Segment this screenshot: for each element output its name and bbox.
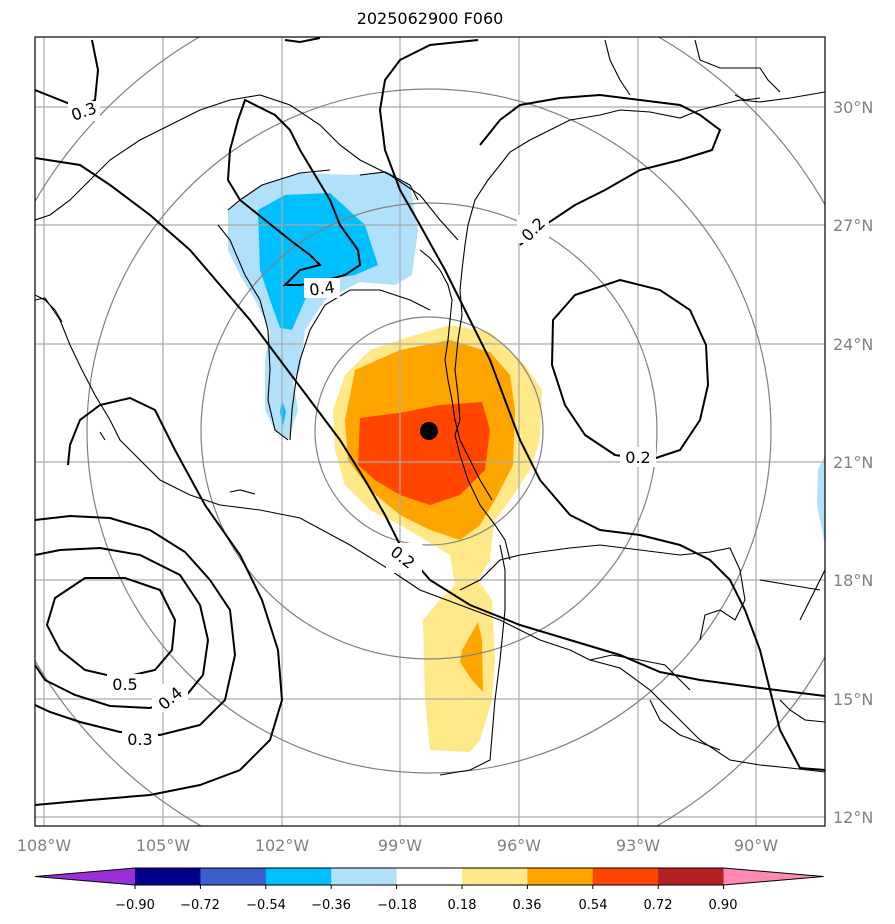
colorbar-bin [265, 868, 332, 885]
lon-tick-label: 105°W [136, 836, 191, 855]
lat-tick-label: 27°N [833, 216, 873, 235]
colorbar-bin [396, 868, 463, 885]
lon-tick-label: 108°W [17, 836, 72, 855]
colorbar-bin [658, 868, 725, 885]
contour-label-backgrounds [68, 101, 656, 749]
storm-center-marker [420, 422, 438, 440]
colorbar-tick-label: 0.90 [709, 898, 738, 913]
contour-0-2-big [35, 157, 825, 697]
map-plot-area: 0.3 0.4 0.2 0.2 0.2 0.5 0.4 0.3 [35, 37, 825, 826]
colorbar-bin [592, 868, 659, 885]
plot-frame [34, 36, 826, 827]
lat-tick-label: 12°N [833, 808, 873, 827]
colorbar-tick-label: 0.36 [513, 898, 542, 913]
contour-0-3-nw2 [284, 37, 321, 44]
lat-tick-label: 18°N [833, 571, 873, 590]
contour-label: 0.3 [127, 730, 152, 749]
longitude-tick-labels: 108°W 105°W 102°W 99°W 96°W 93°W 90°W [17, 836, 778, 855]
shade-positive-small [460, 622, 483, 692]
contour-label: 0.4 [308, 277, 336, 299]
colorbar-tick-label: −0.90 [115, 898, 155, 913]
contour-0-4-north [226, 98, 362, 286]
lon-tick-label: 90°W [734, 836, 778, 855]
colorbar-bin [135, 868, 201, 885]
colorbar-bin [723, 868, 824, 885]
contour-0-2-ne [479, 93, 722, 246]
lat-tick-label: 21°N [833, 453, 873, 472]
contour-0-3-sw [35, 396, 284, 806]
colorbar-tick-label: 0.54 [579, 898, 608, 913]
colorbar [34, 867, 824, 889]
range-rings [35, 37, 825, 826]
colorbar-tick-label: −0.72 [180, 898, 220, 913]
lon-tick-label: 96°W [497, 836, 541, 855]
shade-negative-mid [258, 193, 378, 330]
contour-0-2-east [378, 39, 825, 771]
colorbar-tick-label: 0.72 [644, 898, 673, 913]
colorbar-tick-labels: −0.90 −0.72 −0.54 −0.36 −0.18 0.18 0.36 … [115, 898, 737, 913]
contour-0-4-sw-inner [35, 546, 210, 710]
colorbar-bin [35, 868, 135, 885]
map-title: 2025062900 F060 [356, 9, 504, 28]
colorbar-bin [527, 868, 594, 885]
lon-tick-label: 93°W [616, 836, 660, 855]
colorbar-bin [331, 868, 398, 885]
contour-0-4-sw [35, 514, 237, 737]
latitude-tick-labels: 30°N 27°N 24°N 21°N 18°N 15°N 12°N [833, 98, 873, 827]
lat-tick-label: 30°N [833, 98, 873, 117]
lon-tick-label: 102°W [255, 836, 310, 855]
colorbar-tick-label: 0.18 [448, 898, 477, 913]
colorbar-tick-label: −0.18 [377, 898, 417, 913]
lon-tick-label: 99°W [378, 836, 422, 855]
lat-tick-label: 15°N [833, 690, 873, 709]
contour-label: 0.2 [625, 448, 650, 467]
contour-label: 0.5 [112, 675, 137, 694]
colorbar-bin [462, 868, 528, 885]
colorbar-bin [200, 868, 267, 885]
colorbar-tick-label: −0.54 [246, 898, 286, 913]
colorbar-tick-label: −0.36 [311, 898, 351, 913]
shade-negative-edge [817, 455, 825, 545]
lat-tick-label: 24°N [833, 335, 873, 354]
